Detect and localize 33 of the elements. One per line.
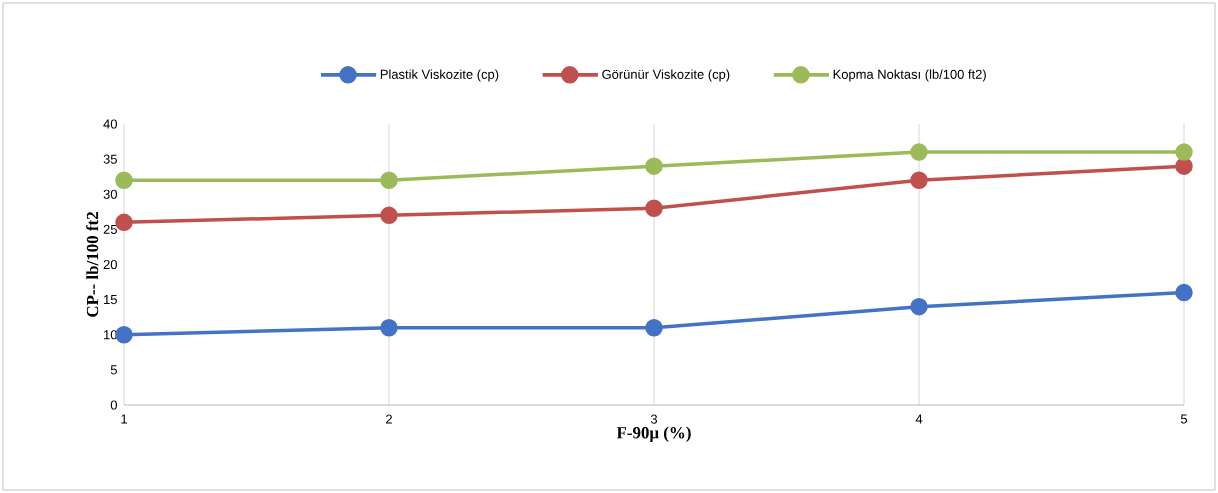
y-tick-label: 5 (110, 365, 117, 375)
point (380, 318, 398, 337)
x-tick-label: 4 (915, 414, 923, 424)
x-tick-label: 3 (650, 414, 658, 424)
point (910, 297, 928, 316)
y-axis-title: CP-- lb/100 ft2 (86, 212, 99, 317)
y-tick-label: 30 (103, 189, 117, 199)
point (645, 318, 663, 337)
point (380, 206, 398, 225)
x-tick-label: 5 (1180, 414, 1188, 424)
legend-label: Kopma Noktası (lb/100 ft2) (833, 69, 986, 82)
y-tick-label: 35 (103, 154, 117, 164)
y-tick-label: 0 (110, 400, 117, 410)
point (115, 326, 133, 344)
point (910, 143, 928, 161)
y-tick-label: 20 (103, 259, 117, 270)
legend-label: Plastik Viskozite (cp) (380, 69, 499, 82)
point (645, 199, 663, 218)
x-tick-label: 1 (121, 414, 127, 424)
x-tick-label: 2 (386, 414, 392, 424)
point (645, 157, 663, 175)
y-tick-label: 15 (104, 295, 117, 305)
point (1175, 143, 1193, 161)
x-axis-title: F-90μ (%) (616, 426, 691, 442)
point (1175, 283, 1193, 302)
y-tick-label: 40 (103, 119, 117, 129)
y-tick-label: 25 (103, 224, 117, 234)
point (115, 171, 133, 189)
point (115, 213, 133, 232)
legend-label: Görünür Viskozite (cp) (602, 69, 730, 82)
point (1175, 157, 1193, 175)
point (910, 171, 928, 189)
point (380, 171, 398, 189)
